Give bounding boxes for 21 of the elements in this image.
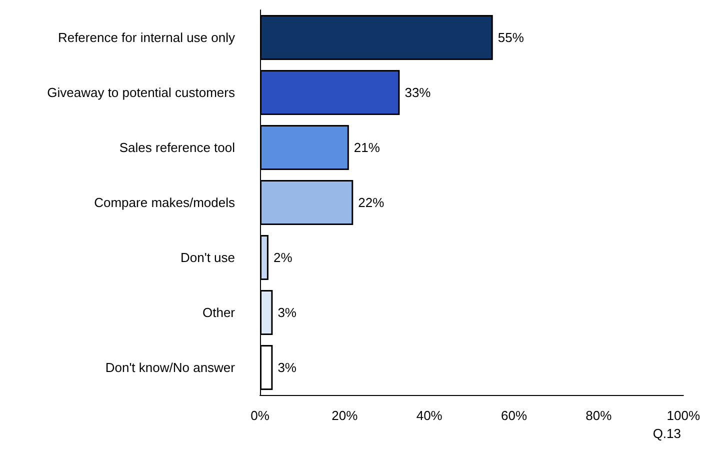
data-label: 22% xyxy=(358,195,385,210)
y-tick-label: Don't know/No answer xyxy=(105,360,236,375)
y-tick-label: Sales reference tool xyxy=(119,140,236,155)
y-tick-label: Giveaway to potential customers xyxy=(47,85,236,100)
data-label: 2% xyxy=(273,250,293,265)
x-tick-label: 0% xyxy=(250,408,270,423)
y-tick-label: Compare makes/models xyxy=(94,195,236,210)
data-label: 33% xyxy=(404,85,432,100)
data-label: 55% xyxy=(498,30,524,45)
y-tick-label: Reference for internal use only xyxy=(58,30,236,45)
text: Q.13 xyxy=(652,426,682,441)
data-label: 21% xyxy=(354,140,380,155)
data-label: 3% xyxy=(278,305,297,320)
x-tick-label: 20% xyxy=(332,408,358,423)
y-tick-label: Don't use xyxy=(180,250,235,265)
x-tick-label: 40% xyxy=(416,408,443,423)
y-tick-label: Other xyxy=(202,305,236,320)
data-label: 3% xyxy=(278,360,297,375)
x-tick-label: 80% xyxy=(586,408,612,423)
x-tick-label: 60% xyxy=(501,408,528,423)
x-tick-label: 100% xyxy=(666,408,700,423)
